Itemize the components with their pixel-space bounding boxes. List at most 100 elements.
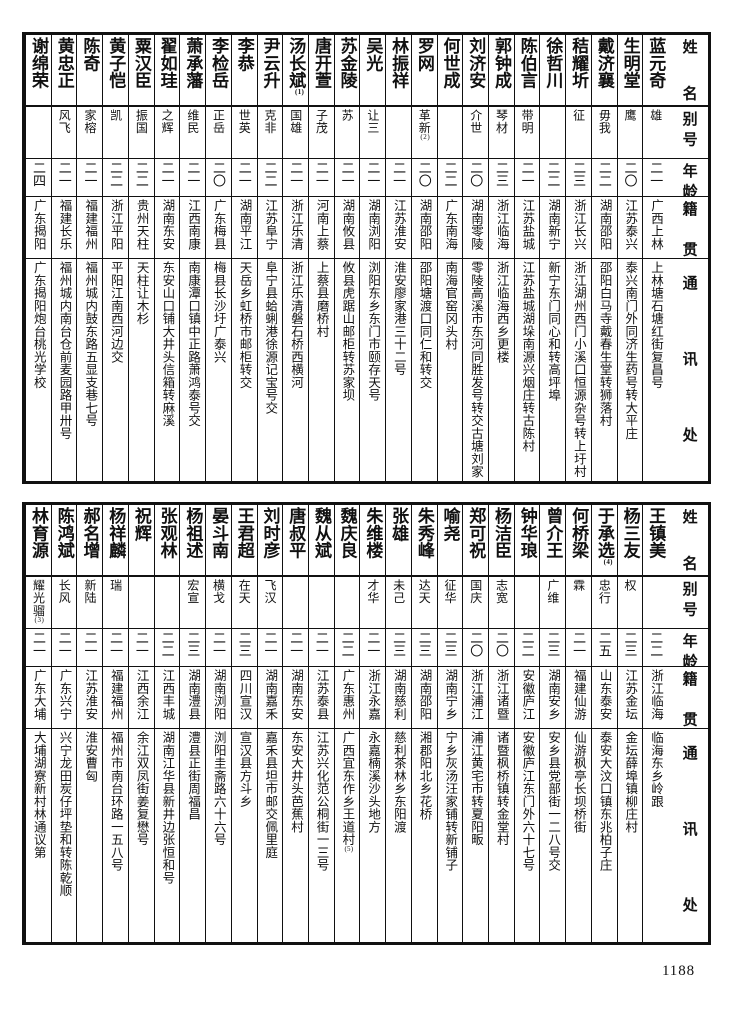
roster-entry: 李检岳 正岳 二〇 广东梅县 梅县长沙圩广泰兴 bbox=[205, 35, 231, 481]
entry-alias: 凯 bbox=[103, 107, 128, 159]
entry-address: 永嘉楠溪沙头地方 bbox=[366, 731, 381, 833]
entry-age: 二一 bbox=[334, 159, 360, 197]
entry-name: 李检岳 bbox=[206, 35, 231, 107]
entry-origin: 湖南平江 bbox=[231, 197, 257, 259]
entry-alias: 国雄 bbox=[283, 107, 308, 159]
entry-name: 王镇美 bbox=[643, 505, 668, 577]
entry-name: 魏从斌 bbox=[308, 505, 334, 577]
entry-origin: 江苏阜宁 bbox=[257, 197, 283, 259]
entry-origin: 湖南零陵 bbox=[463, 197, 488, 259]
roster-entry: 徐哲川 二二 湖南新宁 新宁东门同心和转高坪埠 bbox=[539, 35, 566, 481]
roster-entry: 晏斗南 横戈 二一 湖南浏阳 浏阳圭斋路六十六号 bbox=[205, 505, 231, 942]
entry-alias bbox=[334, 577, 360, 629]
entry-address: 泰兴南门外同济生药号转大平庄 bbox=[623, 261, 638, 440]
entry-name: 杨洁臣 bbox=[488, 505, 514, 577]
entry-age: 二一 bbox=[308, 629, 334, 667]
entry-name: 生明堂 bbox=[617, 35, 643, 107]
page-folio: 1188 bbox=[661, 963, 695, 979]
entry-origin: 浙江浦江 bbox=[463, 667, 488, 729]
entry-alias: 志宽 bbox=[488, 577, 514, 629]
roster-entry: 王君超 在天 二三 四川宣汉 宣汉县方斗乡 bbox=[230, 505, 257, 942]
roster-entry: 魏庆良 二二 广东惠州 广西宜东作乡王道村(5) bbox=[333, 505, 360, 942]
entry-address: 邵阳塘渡口同仁和转交 bbox=[417, 261, 432, 389]
roster-entry: 唐开萱 子茂 二一 河南上蔡 上蔡县磨桥村 bbox=[307, 35, 334, 481]
entry-age: 二二 bbox=[257, 159, 283, 197]
roster-entry: 翟如珪 之辉 二一 湖南东安 东安山口铺大井头信箱转麻溪 bbox=[153, 35, 180, 481]
entry-alias: 让三 bbox=[360, 107, 386, 159]
entry-name: 尹云升 bbox=[257, 35, 283, 107]
roster-entry: 吴光 让三 二一 湖南浏阳 浏阳东乡东门市颐存天号 bbox=[359, 35, 386, 481]
entry-alias: 霖 bbox=[566, 577, 591, 629]
roster-entry: 陈奇 家榕 二一 福建福州 福州城内鼓东路五显支巷七号 bbox=[76, 35, 103, 481]
roster-entry: 喻尧 征华 二三 湖南宁乡 宁乡灰汤汪家铺转新铺子 bbox=[436, 505, 463, 942]
entry-origin: 江西南康 bbox=[180, 197, 206, 259]
entry-address: 江苏盐城湖垛南源兴烟庄转古陈村 bbox=[520, 261, 535, 453]
roster-entry: 萧承藩 维民 二一 江西南康 南康潭口镇中正路萧鸿泰号交 bbox=[179, 35, 206, 481]
entry-alias: 雄 bbox=[643, 107, 668, 159]
roster-entry: 杨三友权二三 江苏金坛 金坛薛埠镇柳庄村 bbox=[616, 505, 643, 942]
entry-alias: 未己 bbox=[386, 577, 411, 629]
entry-address: 淮安曹匈 bbox=[83, 731, 98, 782]
entry-address: 安乡县党部街一二八号交 bbox=[546, 731, 561, 872]
entry-name: 吴光 bbox=[360, 35, 386, 107]
entry-name: 于承选(4) bbox=[591, 505, 617, 577]
entry-age: 二三 bbox=[411, 629, 437, 667]
roster-entry: 尹云升 克非 二二 江苏阜宁 阜宁县蛤蜊港徐源记宝号交 bbox=[256, 35, 283, 481]
header-label-origin: 籍 贯 bbox=[668, 197, 708, 259]
entry-alias: 家榕 bbox=[77, 107, 103, 159]
entry-age: 二三 bbox=[617, 629, 643, 667]
header-label-name: 姓 名 bbox=[668, 35, 708, 107]
entry-name: 喻尧 bbox=[437, 505, 463, 577]
entry-name: 唐开萱 bbox=[308, 35, 334, 107]
entry-name: 李恭 bbox=[231, 35, 257, 107]
roster-entry: 杨洁臣 志宽 二〇 浙江诸暨 诸暨枫桥镇转金堂村 bbox=[487, 505, 514, 942]
entry-name: 戴济襄 bbox=[591, 35, 617, 107]
entry-age: 二一 bbox=[26, 629, 51, 667]
entry-address: 嘉禾县坦市邮交佩里庭 bbox=[263, 731, 278, 859]
entry-address: 天柱让木杉 bbox=[134, 261, 149, 325]
entry-origin: 江苏泰县 bbox=[308, 667, 334, 729]
entry-address: 宣汉县方斗乡 bbox=[237, 731, 252, 808]
entry-origin: 四川宣汉 bbox=[231, 667, 257, 729]
header-label-origin: 籍 贯 bbox=[668, 667, 708, 729]
entry-address: 诸暨枫桥镇转金堂村 bbox=[494, 731, 509, 846]
entry-origin: 浙江乐清 bbox=[283, 197, 308, 259]
entry-address: 广东揭阳炮台桃光学校 bbox=[31, 261, 46, 389]
entry-origin: 湖南攸县 bbox=[334, 197, 360, 259]
roster-entry: 郭钟成 琴材 二三 浙江临海 浙江临海西乡更楼 bbox=[487, 35, 514, 481]
entry-origin: 福建福州 bbox=[77, 197, 103, 259]
entry-address: 大埔湖寮新村林通议第 bbox=[31, 731, 46, 859]
entry-age: 二三 bbox=[540, 629, 566, 667]
entry-age: 二〇 bbox=[488, 629, 514, 667]
entry-age: 二一 bbox=[514, 159, 540, 197]
entry-address: 阜宁县蛤蜊港徐源记宝号交 bbox=[263, 261, 278, 414]
entry-name: 罗网 bbox=[411, 35, 437, 107]
entry-alias bbox=[514, 577, 540, 629]
entry-name: 陈奇 bbox=[77, 35, 103, 107]
roster-entry: 唐叔平 二一 湖南东安 东安大井头芭蕉村 bbox=[282, 505, 308, 942]
entry-name: 黄子恺 bbox=[103, 35, 128, 107]
entry-origin: 湖南浏阳 bbox=[206, 667, 231, 729]
entry-age: 二一 bbox=[386, 159, 411, 197]
entry-origin: 浙江临海 bbox=[643, 667, 668, 729]
roster-table-top: 姓 名别号 年龄籍 贯通 讯 处蓝元奇雄二一 广西上林 上林塘石塘红街复昌号 生明堂鹰二… bbox=[22, 32, 711, 484]
entry-origin: 湖南澧县 bbox=[180, 667, 206, 729]
entry-origin: 江苏盐城 bbox=[514, 197, 540, 259]
header-label-age: 年龄 bbox=[668, 629, 708, 667]
entry-age: 二五 bbox=[591, 629, 617, 667]
entry-name: 苏金陵 bbox=[334, 35, 360, 107]
entry-address: 淮安廖家港三十二号 bbox=[391, 261, 406, 376]
entry-address: 平阳江南西河边交 bbox=[108, 261, 123, 363]
column-header-stub: 姓 名别号 年龄籍 贯通 讯 处 bbox=[668, 35, 708, 481]
entry-origin: 广东兴宁 bbox=[51, 667, 77, 729]
entry-name: 张雄 bbox=[386, 505, 411, 577]
entry-alias bbox=[26, 107, 51, 159]
entry-alias: 带明 bbox=[514, 107, 540, 159]
entry-age: 二三 bbox=[180, 629, 206, 667]
entry-name: 祝辉 bbox=[128, 505, 154, 577]
entry-age: 二一 bbox=[283, 159, 308, 197]
entry-origin: 河南上蔡 bbox=[308, 197, 334, 259]
entry-alias bbox=[154, 577, 180, 629]
entry-alias: 琴材 bbox=[488, 107, 514, 159]
entry-name: 陈鸿斌 bbox=[51, 505, 77, 577]
